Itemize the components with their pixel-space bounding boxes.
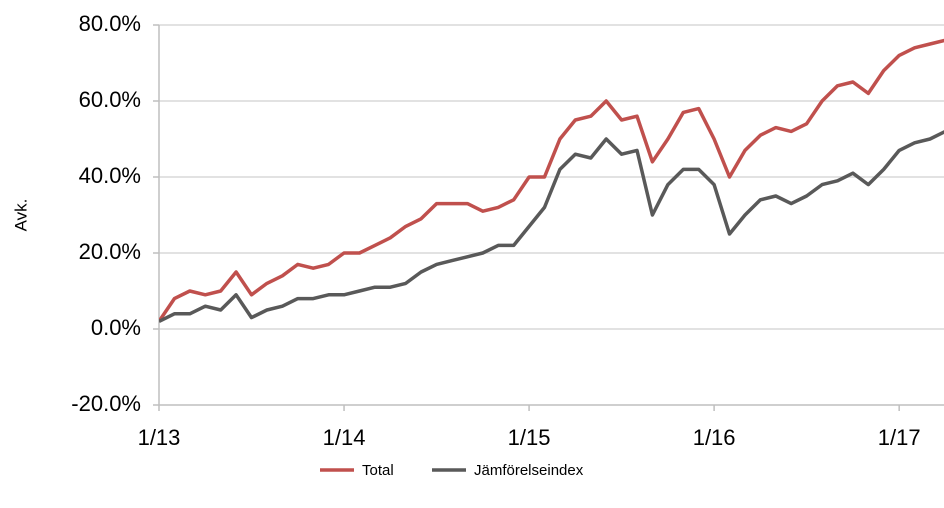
y-tick-label: 20.0% xyxy=(79,239,141,264)
legend-label: Total xyxy=(362,462,394,479)
y-tick-label: 80.0% xyxy=(79,11,141,36)
y-tick-label: 60.0% xyxy=(79,87,141,112)
x-tick-label: 1/13 xyxy=(138,425,181,450)
x-tick-label: 1/15 xyxy=(508,425,551,450)
x-tick-label: 1/16 xyxy=(693,425,736,450)
y-axis-label: Avk. xyxy=(11,199,30,232)
y-tick-label: 0.0% xyxy=(91,315,141,340)
line-series xyxy=(159,38,944,323)
x-tick-label: 1/14 xyxy=(323,425,366,450)
y-tick-label: -20.0% xyxy=(71,391,141,416)
y-tick-label: 40.0% xyxy=(79,163,141,188)
line-series xyxy=(159,130,944,323)
x-tick-label: 1/17 xyxy=(878,425,921,450)
legend-label: Jämförelseindex xyxy=(474,462,584,479)
